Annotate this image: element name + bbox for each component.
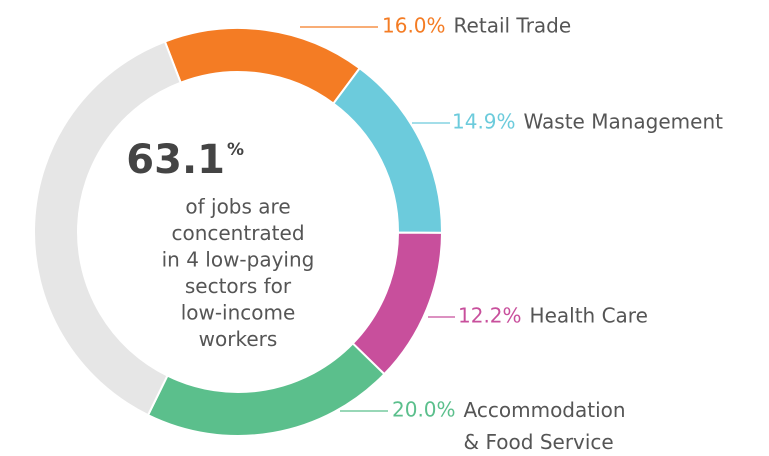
center-text: in 4 low-paying [162,248,315,272]
center-text: sectors for [185,274,292,298]
category-label: Retail Trade [454,14,572,38]
center-text: low-income [181,301,296,325]
center-unit: % [227,140,244,160]
center-text: concentrated [171,221,304,245]
center-text: workers [199,327,278,351]
center-text: of jobs are [185,195,290,219]
donut-segment [351,231,444,376]
value-label: 20.0% [392,398,456,422]
donut-segment [146,342,386,437]
donut-segment [163,27,362,105]
category-label: Accommodation & Food Service [464,398,626,454]
donut-segment [33,40,182,417]
category-label: Health Care [530,304,648,328]
center-value: 63.1 [126,137,225,183]
category-label: Waste Management [524,110,724,134]
value-label: 14.9% [452,110,516,134]
value-label: 16.0% [382,14,446,38]
donut-segment [331,66,443,234]
value-label: 12.2% [458,304,522,328]
